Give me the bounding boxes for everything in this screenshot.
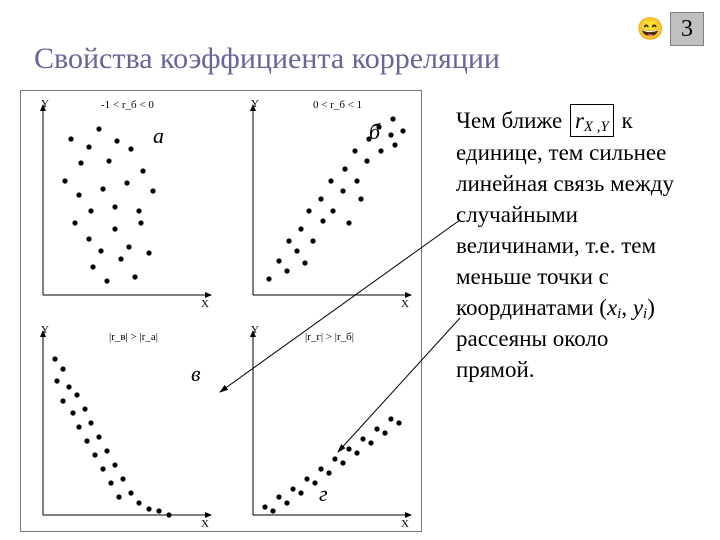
svg-text:Y: Y	[251, 98, 259, 110]
svg-text:Y: Y	[41, 98, 49, 110]
page-title: Свойства коэффициента корреляции	[34, 42, 500, 76]
slide-number-badge: 3	[670, 12, 704, 46]
panel-c-label: в	[191, 361, 201, 387]
panel-b-range: 0 < r_б < 1	[313, 99, 362, 111]
panel-d-label: г	[319, 481, 328, 507]
svg-text:X: X	[401, 298, 409, 310]
text-comma: ,	[621, 295, 633, 320]
xi-x: x	[607, 295, 617, 320]
text-post: к единице, тем сильнее линейная связь ме…	[456, 108, 674, 320]
yi-y: y	[633, 295, 643, 320]
panel-b-label: б	[369, 119, 380, 145]
panel-a-label: а	[153, 123, 164, 149]
xi-i: i	[617, 306, 621, 322]
panel-a-range: -1 < r_б < 0	[101, 99, 154, 111]
svg-text:Y: Y	[41, 324, 49, 336]
rxy-sub: X ,Y	[584, 119, 609, 135]
rxy-symbol: rX ,Y	[570, 104, 614, 137]
svg-text:X: X	[401, 518, 409, 530]
svg-text:Y: Y	[251, 324, 259, 336]
explanation-text: Чем ближе rX ,Y к единице, тем сильнее л…	[456, 104, 690, 385]
rxy-r: r	[575, 108, 584, 133]
scatter-figure: Y X Y X Y X Y X а б в г -1 < r_б < 0 0 < r_б < …	[20, 90, 422, 532]
text-pre: Чем ближе	[456, 108, 568, 133]
panel-d-range: |r_г| > |r_б|	[305, 331, 354, 343]
svg-text:X: X	[201, 518, 209, 530]
panel-c-range: |r_в| > |r_а|	[109, 331, 158, 343]
svg-text:X: X	[201, 298, 209, 310]
yi-i: i	[643, 306, 647, 322]
scatter-svg: Y X Y X Y X Y X	[21, 91, 421, 531]
smiley-icon: 😄	[637, 18, 664, 40]
